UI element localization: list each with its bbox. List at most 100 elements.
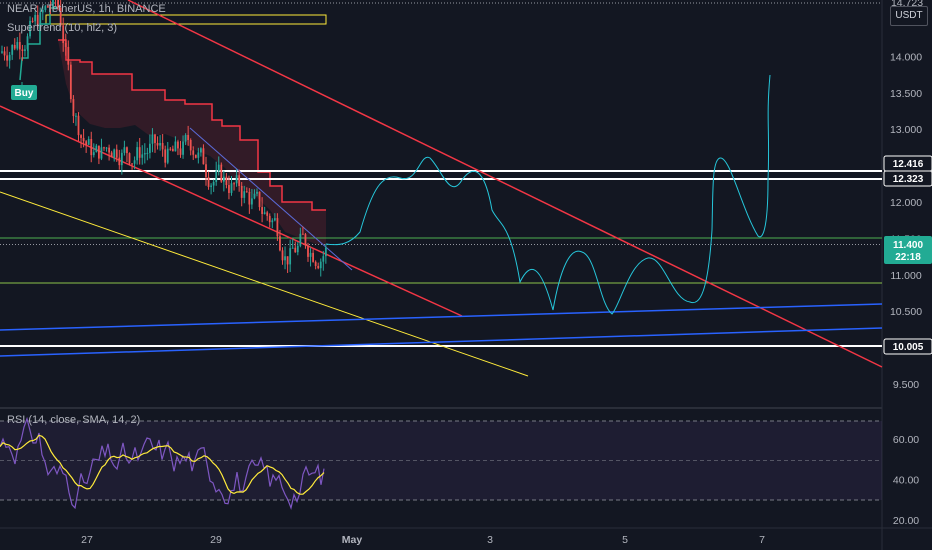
candle-body	[128, 153, 131, 164]
buy-label: Buy	[15, 88, 34, 99]
candle-body	[207, 177, 210, 187]
candle-body	[105, 147, 108, 149]
candle-body	[131, 163, 133, 165]
candle-body	[64, 43, 67, 47]
candle-body	[194, 154, 197, 158]
candle-body	[212, 181, 215, 186]
candle-body	[141, 154, 144, 158]
channel-upper-line[interactable]	[127, 0, 883, 368]
rsi-axis[interactable]: 60.00 40.00 20.00	[893, 434, 919, 527]
price-tick-label: 14.000	[890, 51, 922, 63]
candle-body	[235, 175, 238, 184]
channel-lower-line[interactable]	[0, 105, 463, 317]
price-tick-label: 12.000	[890, 197, 922, 209]
candle-body	[67, 46, 70, 65]
candle-body	[251, 198, 253, 205]
candle-body	[271, 220, 274, 223]
candle-body	[16, 42, 19, 49]
price-tick-label: 13.500	[890, 88, 922, 100]
candle-body	[309, 252, 312, 257]
candle-body	[75, 115, 77, 117]
candle-body	[11, 45, 14, 55]
symbol-legend[interactable]: NEAR / TetherUS, 1h, BINANCE	[7, 3, 166, 15]
candle-body	[100, 147, 103, 159]
candle-body	[324, 247, 327, 257]
candle-body	[87, 138, 90, 145]
price-tick-label: 13.000	[890, 124, 922, 136]
rsi-legend[interactable]: RSI (14, close, SMA, 14, 2)	[7, 414, 141, 426]
time-tick-label: 27	[81, 534, 93, 546]
top-cut-badge: 14.723	[891, 0, 923, 9]
projection-path[interactable]	[325, 74, 771, 315]
time-tick-label: May	[342, 534, 363, 546]
currency-label[interactable]: USDT	[890, 6, 928, 26]
candle-body	[192, 150, 195, 155]
candle-body	[217, 164, 220, 172]
candle-body	[296, 245, 299, 253]
level-badge-10005[interactable]: 10.005	[883, 338, 932, 355]
candle-body	[18, 42, 21, 50]
candle-body	[248, 191, 251, 205]
candle-body	[98, 145, 100, 159]
purple-trendline[interactable]	[189, 127, 353, 271]
last-price-label: 11.400	[893, 240, 923, 251]
candle-body	[202, 148, 205, 165]
time-axis[interactable]: 27 29 May 3 5 7	[81, 534, 765, 546]
candle-body	[115, 149, 118, 158]
countdown-label: 22:18	[895, 252, 921, 263]
rsi-tick-label: 40.00	[893, 475, 919, 487]
candle-body	[1, 51, 3, 53]
level-badge-12416[interactable]: 12.416	[883, 155, 932, 172]
candle-body	[62, 25, 65, 44]
price-tick-label: 10.500	[890, 306, 922, 318]
candle-body	[179, 148, 182, 155]
level-label-12323: 12.323	[893, 174, 924, 185]
candle-body	[36, 14, 39, 27]
candle-body	[319, 261, 322, 269]
candle-body	[110, 152, 113, 158]
candle-body	[118, 157, 121, 166]
candle-body	[164, 149, 167, 163]
candle-body	[189, 139, 192, 151]
candle-body	[220, 164, 223, 182]
buy-signal[interactable]: Buy	[11, 82, 37, 100]
candle-body	[253, 193, 256, 199]
candle-body	[225, 176, 228, 186]
candle-body	[177, 141, 179, 149]
candle-body	[136, 147, 139, 161]
candle-body	[261, 207, 263, 214]
candle-body	[314, 261, 317, 266]
time-tick-label: 5	[622, 534, 628, 546]
candle-body	[279, 236, 281, 251]
highlight-box[interactable]	[45, 14, 327, 25]
candle-body	[143, 153, 146, 155]
candle-body	[82, 137, 85, 142]
candle-body	[182, 141, 184, 155]
supertrend-legend[interactable]: Supertrend (10, hl2, 3)	[7, 22, 118, 34]
candle-body	[210, 185, 212, 187]
candle-body	[171, 148, 174, 152]
level-badge-12323[interactable]: 12.323	[883, 170, 932, 187]
candle-body	[41, 9, 44, 13]
candle-body	[289, 248, 292, 265]
last-price-badge[interactable]: 11.400 22:18	[884, 236, 932, 264]
candle-body	[258, 191, 261, 208]
candle-body	[72, 99, 75, 117]
blue-upper-line[interactable]	[0, 303, 883, 331]
candle-body	[151, 134, 154, 144]
candlestick-series[interactable]	[1, 0, 327, 277]
candle-body	[281, 250, 284, 261]
candle-body	[268, 215, 271, 223]
yellow-trendline[interactable]	[0, 191, 529, 377]
candle-body	[24, 49, 26, 51]
candle-body	[159, 143, 161, 146]
level-label-12416: 12.416	[893, 159, 924, 170]
candle-body	[286, 256, 289, 265]
candle-body	[317, 265, 320, 269]
candle-body	[215, 171, 218, 182]
candle-body	[49, 7, 52, 9]
candle-body	[291, 247, 294, 249]
blue-lower-line[interactable]	[0, 327, 883, 357]
candle-body	[85, 141, 88, 145]
